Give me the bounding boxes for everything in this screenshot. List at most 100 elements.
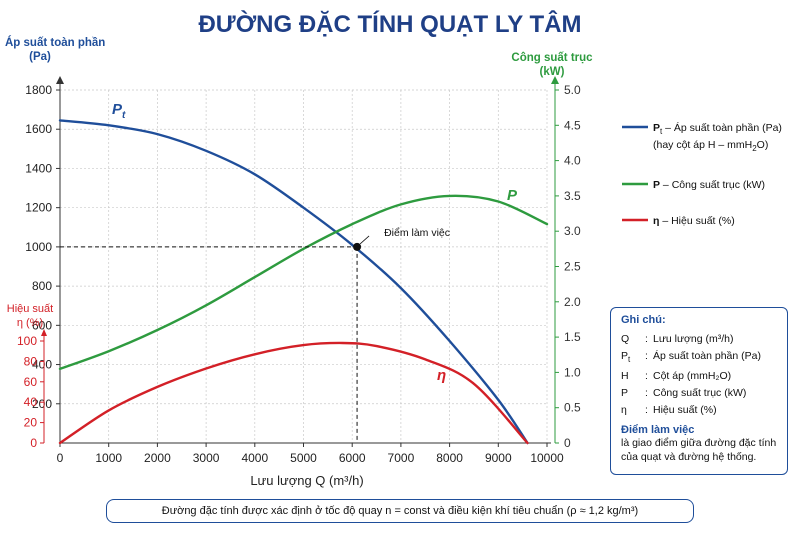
power-tick-label: 0.5 (564, 401, 581, 415)
pressure-tick-label: 400 (32, 358, 52, 372)
x-axis-title: Lưu lượng Q (m³/h) (250, 473, 363, 488)
legend-symbol: η (653, 215, 659, 227)
power-tick-label: 2.5 (564, 260, 581, 274)
notes-row: P: Công suất trục (kW) (621, 385, 777, 402)
pressure-curve (58, 119, 529, 445)
pressure-curve-label-sub: t (122, 110, 126, 121)
efficiency-curve-label: η (437, 367, 446, 384)
efficiency-tick-label: 20 (24, 416, 38, 430)
efficiency-tick-label: 60 (24, 375, 38, 389)
notes-colon: : (645, 370, 648, 383)
operating-point-marker (353, 242, 362, 251)
efficiency-axis-unit: η (%) (17, 317, 43, 329)
notes-box: Ghi chú: Q: Lưu lượng (m³/h) Pt: Áp suất to… (610, 307, 788, 475)
notes-value: Cột áp (mmH₂O) (653, 370, 732, 383)
chart-title: ĐƯỜNG ĐẶC TÍNH QUẠT LY TÂM (198, 10, 581, 38)
efficiency-tick-label: 0 (30, 436, 37, 450)
footer-note: Đường đặc tính được xác định ở tốc độ qu… (106, 499, 694, 523)
power-tick-label: 5.0 (564, 83, 581, 97)
x-tick-label: 2000 (144, 451, 171, 465)
power-tick-label: 1.5 (564, 330, 581, 344)
notes-title: Ghi chú: (621, 314, 666, 326)
notes-colon: : (645, 333, 648, 345)
notes-value: Công suất trục (kW) (653, 387, 747, 400)
pressure-tick-label: 1600 (25, 122, 52, 136)
operating-point-description: là giao điểm giữa đường đặc tính của quạ… (621, 437, 777, 464)
legend-text: – Công suất trục (kW) (660, 179, 765, 191)
notes-colon: : (645, 350, 648, 362)
notes-row: Q: Lưu lượng (m³/h) (621, 331, 777, 348)
notes-row: H: Cột áp (mmH₂O) (621, 368, 777, 385)
operating-point-title: Điểm làm việc (621, 424, 695, 437)
power-tick-label: 0 (564, 436, 571, 450)
power-axis-arrow (551, 76, 559, 84)
notes-symbol: H (621, 370, 629, 383)
power-tick-label: 4.5 (564, 118, 581, 132)
legend-text: O) (757, 139, 769, 151)
efficiency-curve (58, 341, 529, 445)
x-tick-label: 10000 (530, 451, 564, 465)
notes-rows: Q: Lưu lượng (m³/h) Pt: Áp suất toàn phần (… (621, 331, 777, 419)
efficiency-tick-label: 80 (24, 354, 38, 368)
x-tick-label: 5000 (290, 451, 317, 465)
legend-label-eta: η – Hiệu suất (%) (653, 215, 735, 227)
legend-text-sub: 2 (752, 144, 757, 153)
legend-text: – Áp suất toàn phần (Pa) (662, 121, 782, 134)
pressure-axis-title: Áp suất toàn phần (5, 36, 105, 49)
efficiency-axis-arrow (41, 329, 47, 336)
legend-symbol: P (653, 179, 660, 191)
efficiency-tick-label: 40 (24, 395, 38, 409)
pressure-curve-label: Pt (112, 101, 126, 121)
x-tick-label: 8000 (436, 451, 463, 465)
x-tick-label: 9000 (485, 451, 512, 465)
notes-row: η: Hiệu suất (%) (621, 402, 777, 419)
x-tick-label: 0 (57, 451, 64, 465)
pressure-tick-label: 600 (32, 318, 52, 332)
power-tick-label: 3.0 (564, 224, 581, 238)
pressure-tick-label: 1000 (25, 240, 52, 254)
notes-symbol: η (621, 404, 627, 417)
power-axis-title: Công suất trục (511, 52, 593, 64)
footer-text: Đường đặc tính được xác định ở tốc độ qu… (161, 505, 639, 517)
notes-symbol-sub: t (628, 355, 631, 365)
legend-symbol-sub: t (660, 127, 663, 136)
pressure-tick-label: 200 (32, 397, 52, 411)
x-tick-label: 6000 (339, 451, 366, 465)
pressure-axis-arrow (56, 76, 64, 84)
operating-point-leader (359, 235, 370, 245)
notes-colon: : (645, 387, 648, 400)
power-axis-unit: (kW) (540, 66, 565, 78)
x-tick-label: 4000 (241, 451, 268, 465)
legend-label-P: P – Công suất trục (kW) (653, 179, 765, 191)
notes-value: Áp suất toàn phần (Pa) (653, 350, 761, 362)
notes-value: Hiệu suất (%) (653, 404, 717, 417)
x-tick-label: 1000 (95, 451, 122, 465)
pressure-tick-label: 1800 (25, 83, 52, 97)
power-tick-label: 2.0 (564, 295, 581, 309)
legend-label-Pt: Pt – Áp suất toàn phần (Pa) (653, 121, 782, 136)
x-tick-label: 7000 (388, 451, 415, 465)
x-tick-label: 3000 (193, 451, 220, 465)
power-tick-label: 1.0 (564, 365, 581, 379)
legend-symbol: P (653, 122, 660, 134)
legend-text: – Hiệu suất (%) (659, 215, 734, 227)
notes-symbol: Pt (621, 350, 631, 365)
notes-row: Pt: Áp suất toàn phần (Pa) (621, 348, 777, 368)
pressure-tick-label: 800 (32, 279, 52, 293)
legend-text: (hay cột áp H – mmH (653, 139, 752, 151)
power-tick-label: 4.0 (564, 154, 581, 168)
pressure-tick-label: 1400 (25, 161, 52, 175)
efficiency-axis-title: Hiệu suất (7, 303, 53, 315)
legend-label-Pt-line2: (hay cột áp H – mmH2O) (653, 139, 768, 153)
efficiency-tick-label: 100 (17, 334, 37, 348)
power-curve (58, 194, 549, 371)
power-tick-label: 3.5 (564, 189, 581, 203)
notes-symbol: P (621, 387, 629, 400)
notes-symbol: Q (621, 333, 630, 345)
operating-point-label: Điểm làm việc (384, 227, 450, 239)
notes-colon: : (645, 404, 648, 417)
notes-value: Lưu lượng (m³/h) (653, 333, 734, 345)
pressure-axis-unit: (Pa) (29, 51, 51, 63)
power-curve-label: P (507, 187, 518, 204)
